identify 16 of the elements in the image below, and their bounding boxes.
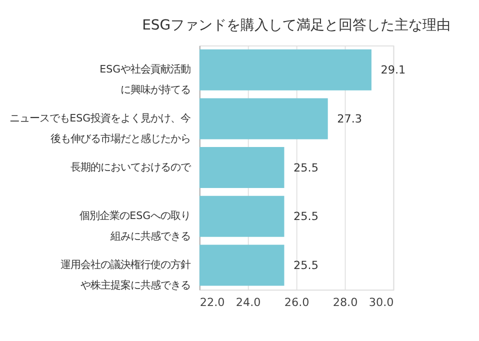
x-tick-label: 30.0 [368, 296, 394, 309]
data-label: 27.3 [337, 112, 362, 126]
data-label: 25.5 [294, 161, 318, 174]
data-label: 29.1 [380, 64, 406, 77]
y-tick-label: 長期的においておけるので [70, 161, 192, 174]
x-tick-label: 22.0 [200, 296, 225, 309]
x-tick-label: 26.0 [284, 296, 310, 309]
y-tick-label: 個別企業のESGへの取り組みに共感できる [80, 210, 191, 243]
data-label: 25.5 [294, 210, 318, 224]
x-tick-label: 24.0 [236, 296, 261, 309]
y-tick-label: ニュースでもESG投資をよく見かけ、今後も伸びる市場だと感じたから [10, 112, 191, 146]
y-tick-label: ESGや社会貢献活動に興味が持てる [100, 64, 191, 96]
data-label: 25.5 [294, 258, 318, 272]
y-tick-label: 運用会社の議決権行使の方針や株主提案に共感できる [60, 259, 191, 292]
x-tick-label: 28.0 [332, 296, 358, 309]
chart-title: ESGファンドを購入して満足と回答した主な理由 [142, 18, 451, 34]
